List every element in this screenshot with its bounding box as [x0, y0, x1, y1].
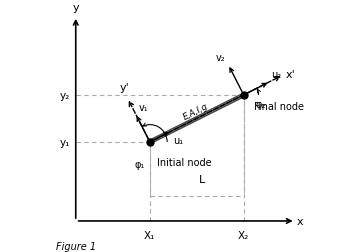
Text: φ₂: φ₂	[256, 100, 266, 110]
Text: φ₁: φ₁	[135, 159, 145, 169]
Text: X₂: X₂	[238, 230, 250, 240]
Text: y: y	[73, 3, 79, 13]
Text: Figure 1: Figure 1	[56, 241, 96, 251]
Text: y': y'	[120, 82, 130, 92]
Text: x: x	[297, 216, 303, 226]
Text: L: L	[199, 174, 205, 184]
Text: X₁: X₁	[144, 230, 155, 240]
Text: v₂: v₂	[216, 52, 225, 62]
Text: v₁: v₁	[139, 103, 149, 113]
Text: x': x'	[286, 69, 295, 79]
Text: y₂: y₂	[59, 91, 70, 101]
Text: E,A,I,g: E,A,I,g	[182, 101, 210, 121]
Text: u₁: u₁	[173, 136, 183, 146]
Text: y₁: y₁	[59, 137, 70, 147]
Text: u₂: u₂	[271, 70, 281, 80]
Text: Final node: Final node	[253, 102, 304, 112]
Text: Initial node: Initial node	[157, 157, 212, 167]
